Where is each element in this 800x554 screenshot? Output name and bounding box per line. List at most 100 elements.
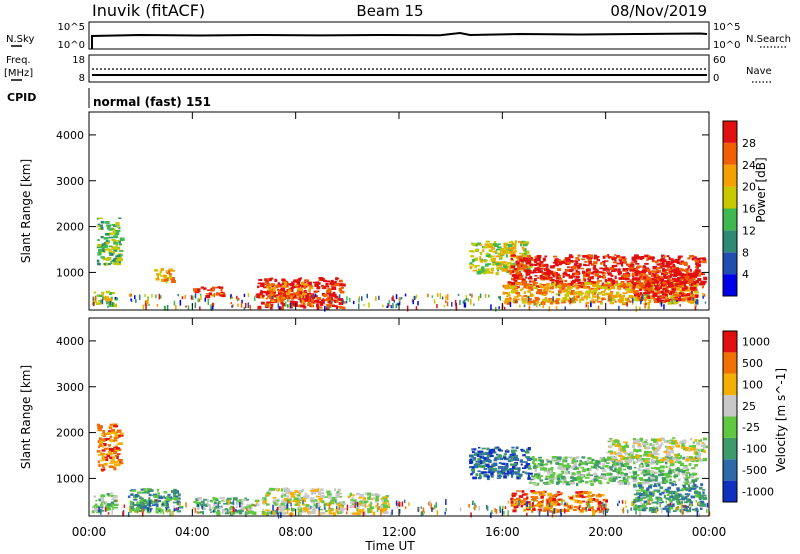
- data-cell: [598, 465, 601, 469]
- data-cell: [368, 503, 372, 507]
- data-cell: [362, 509, 365, 513]
- data-cell: [351, 512, 357, 515]
- data-cell: [508, 269, 513, 273]
- data-cell: [631, 257, 636, 260]
- data-cell: [510, 257, 514, 260]
- data-cell: [683, 294, 689, 297]
- data-cell: [203, 287, 207, 290]
- data-cell: [110, 465, 115, 468]
- data-cell: [562, 480, 565, 483]
- data-cell: [265, 278, 270, 281]
- data-cell: [688, 487, 692, 490]
- data-cell: [317, 301, 323, 304]
- data-cell: [112, 258, 116, 262]
- data-cell: [288, 283, 292, 286]
- data-cell: [238, 512, 243, 515]
- data-cell: [635, 306, 637, 312]
- data-cell: [459, 300, 461, 305]
- data-cell: [236, 501, 241, 504]
- data-cell: [564, 293, 570, 297]
- data-cell: [704, 301, 707, 304]
- data-cell: [272, 497, 277, 499]
- data-cell: [605, 270, 611, 272]
- data-cell: [679, 290, 683, 293]
- data-cell: [654, 279, 658, 282]
- data-cell: [313, 507, 316, 510]
- data-cell: [335, 493, 340, 497]
- data-cell: [533, 300, 536, 305]
- data-cell: [289, 295, 293, 299]
- data-cell: [694, 464, 697, 468]
- data-cell: [464, 299, 466, 305]
- data-cell: [507, 262, 512, 265]
- data-cell: [563, 503, 567, 507]
- data-cell: [160, 508, 162, 514]
- data-cell: [160, 275, 164, 277]
- data-cell: [231, 305, 233, 308]
- data-cell: [118, 434, 121, 438]
- data-cell: [543, 299, 548, 303]
- data-cell: [178, 506, 184, 509]
- data-cell: [111, 238, 116, 242]
- data-cell: [105, 233, 109, 235]
- data-cell: [311, 508, 315, 512]
- data-cell: [623, 283, 627, 287]
- data-cell: [321, 286, 324, 288]
- data-cell: [328, 507, 333, 511]
- data-cell: [662, 265, 667, 268]
- power-ylabel: Slant Range [km]: [19, 159, 33, 263]
- data-cell: [564, 306, 566, 310]
- data-cell: [334, 299, 339, 303]
- data-cell: [635, 267, 639, 270]
- data-cell: [556, 275, 559, 278]
- data-cell: [194, 293, 197, 299]
- data-cell: [497, 246, 502, 249]
- data-cell: [477, 458, 482, 461]
- data-cell: [544, 268, 550, 271]
- data-cell: [337, 305, 343, 308]
- data-cell: [550, 467, 554, 471]
- data-cell: [687, 482, 691, 486]
- data-cell: [637, 484, 643, 488]
- data-cell: [630, 261, 634, 265]
- data-cell: [574, 499, 578, 503]
- data-cell: [364, 504, 367, 509]
- data-cell: [287, 497, 291, 500]
- data-cell: [656, 269, 660, 272]
- data-cell: [473, 303, 475, 306]
- data-cell: [615, 291, 620, 296]
- data-cell: [109, 292, 113, 295]
- data-cell: [649, 484, 653, 486]
- data-cell: [129, 293, 131, 297]
- data-cell: [140, 501, 144, 504]
- data-cell: [697, 299, 699, 305]
- data-cell: [517, 240, 522, 243]
- nsky-frame: [88, 21, 710, 50]
- data-cell: [574, 457, 580, 459]
- data-cell: [639, 456, 642, 460]
- data-cell: [551, 458, 554, 462]
- data-cell: [549, 480, 554, 483]
- data-cell: [692, 459, 697, 463]
- data-cell: [619, 471, 624, 475]
- data-cell: [577, 266, 581, 270]
- data-cell: [607, 440, 612, 443]
- data-cell: [681, 291, 684, 295]
- data-cell: [97, 223, 100, 226]
- data-cell: [275, 300, 279, 303]
- data-cell: [700, 444, 705, 447]
- data-cell: [642, 285, 645, 288]
- data-cell: [657, 438, 662, 442]
- data-cell: [233, 507, 235, 512]
- data-cell: [537, 501, 540, 504]
- data-cell: [503, 300, 507, 304]
- data-cell: [114, 433, 118, 435]
- colorbar-tick-label: 24: [742, 159, 756, 172]
- data-cell: [100, 494, 106, 498]
- data-cell: [475, 265, 481, 267]
- data-cell: [162, 511, 165, 515]
- data-cell: [659, 286, 662, 290]
- data-cell: [101, 439, 106, 442]
- data-cell: [362, 511, 365, 517]
- data-cell: [549, 505, 553, 508]
